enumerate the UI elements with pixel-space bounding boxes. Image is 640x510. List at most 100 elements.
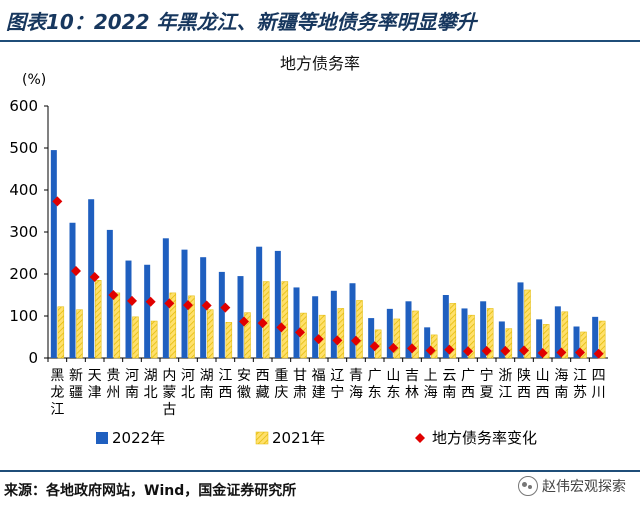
bar-2022 bbox=[349, 283, 356, 358]
legend-label-2021: 2021年 bbox=[272, 429, 325, 447]
bar-2022 bbox=[442, 295, 449, 358]
source-note: 来源：各地政府网站，Wind，国金证券研究所 bbox=[4, 483, 297, 499]
bar-2021 bbox=[244, 312, 251, 359]
bar-2021 bbox=[393, 318, 401, 359]
bar-2021 bbox=[337, 308, 345, 359]
y-tick-label: 0 bbox=[28, 349, 38, 367]
bar-2021 bbox=[113, 292, 121, 359]
bar-2022 bbox=[368, 318, 375, 358]
bar-2021 bbox=[505, 328, 513, 359]
y-axis-label: (%) bbox=[22, 72, 46, 88]
chart-title: 地方债务率 bbox=[279, 54, 360, 73]
bar-2022 bbox=[256, 246, 263, 358]
x-tick-label: 山 bbox=[386, 368, 400, 384]
y-tick-label: 300 bbox=[9, 223, 38, 241]
change-marker bbox=[108, 290, 119, 300]
x-tick-label: 辽 bbox=[330, 368, 344, 384]
x-tick-label: 湖 bbox=[200, 368, 214, 384]
change-marker bbox=[164, 298, 175, 309]
x-tick-label: 东 bbox=[368, 385, 382, 401]
x-tick-label: 江 bbox=[498, 385, 512, 401]
x-tick-label: 陕 bbox=[517, 368, 531, 384]
x-tick-label: 天 bbox=[88, 368, 102, 384]
legend-label-2022: 2022年 bbox=[112, 429, 165, 447]
bar-2022 bbox=[312, 296, 319, 358]
bar-2021 bbox=[430, 334, 438, 359]
y-tick-label: 100 bbox=[9, 307, 38, 325]
x-tick-label: 江 bbox=[573, 368, 587, 384]
bar-2021 bbox=[486, 308, 494, 359]
x-tick-label: 重 bbox=[274, 368, 288, 384]
bar-2022 bbox=[200, 257, 207, 358]
x-tick-label: 甘 bbox=[293, 368, 307, 384]
bar-2021 bbox=[598, 320, 606, 359]
x-tick-label: 江 bbox=[218, 368, 232, 384]
y-tick-label: 400 bbox=[9, 181, 38, 199]
bar-2022 bbox=[498, 321, 505, 358]
change-marker bbox=[332, 335, 343, 346]
x-tick-label: 庆 bbox=[274, 385, 288, 401]
change-marker bbox=[556, 347, 567, 358]
legend-swatch-2022 bbox=[96, 432, 108, 444]
change-marker bbox=[500, 345, 511, 356]
bar-2021 bbox=[94, 280, 102, 359]
x-tick-label: 川 bbox=[592, 385, 606, 401]
change-marker bbox=[425, 345, 436, 356]
x-tick-label: 吉 bbox=[405, 368, 419, 384]
x-tick-label: 云 bbox=[442, 368, 456, 384]
wechat-icon bbox=[518, 476, 538, 496]
bar-2022 bbox=[461, 308, 468, 358]
bar-2022 bbox=[386, 308, 393, 358]
x-tick-label: 西 bbox=[517, 385, 531, 401]
bar-2022 bbox=[274, 250, 281, 358]
bar-2022 bbox=[125, 260, 132, 358]
change-marker bbox=[593, 348, 604, 359]
x-tick-label: 肃 bbox=[293, 385, 307, 401]
y-tick-label: 600 bbox=[9, 97, 38, 115]
bar-2021 bbox=[580, 331, 587, 359]
x-tick-label: 四 bbox=[592, 368, 606, 384]
bar-2021 bbox=[225, 322, 233, 359]
x-tick-label: 山 bbox=[536, 368, 550, 384]
x-tick-label: 贵 bbox=[106, 368, 120, 384]
x-tick-label: 青 bbox=[349, 368, 363, 384]
x-tick-label: 州 bbox=[106, 385, 120, 401]
bar-2022 bbox=[69, 222, 76, 358]
x-tick-label: 新 bbox=[69, 368, 83, 384]
change-marker bbox=[463, 346, 473, 357]
x-tick-label: 南 bbox=[200, 385, 214, 401]
change-marker bbox=[220, 302, 231, 313]
x-tick-label: 广 bbox=[461, 368, 475, 384]
bar-2021 bbox=[356, 300, 363, 359]
x-tick-label: 藏 bbox=[256, 385, 270, 401]
x-tick-label: 夏 bbox=[480, 385, 494, 401]
change-marker bbox=[145, 296, 156, 307]
x-tick-label: 黑 bbox=[50, 368, 64, 384]
x-tick-label: 江 bbox=[50, 402, 64, 418]
watermark-text: 赵伟宏观探索 bbox=[542, 479, 626, 495]
bar-2022 bbox=[573, 326, 580, 358]
change-marker bbox=[313, 334, 324, 345]
x-tick-label: 安 bbox=[237, 368, 251, 384]
change-marker bbox=[369, 341, 380, 352]
x-tick-label: 蒙 bbox=[162, 385, 176, 401]
legend-label-change: 地方债务率变化 bbox=[432, 429, 537, 447]
change-marker bbox=[127, 295, 137, 306]
change-marker bbox=[257, 318, 268, 329]
bar-2022 bbox=[330, 290, 337, 358]
legend-swatch-change bbox=[415, 433, 425, 443]
x-tick-label: 北 bbox=[144, 385, 158, 401]
bar-2022 bbox=[218, 271, 225, 358]
x-tick-label: 西 bbox=[218, 385, 232, 401]
bar-2022 bbox=[162, 238, 169, 358]
x-tick-label: 南 bbox=[442, 385, 456, 401]
x-tick-label: 南 bbox=[125, 385, 139, 401]
y-tick-label: 500 bbox=[9, 139, 38, 157]
x-tick-label: 海 bbox=[349, 385, 363, 401]
x-tick-label: 龙 bbox=[50, 385, 64, 401]
change-marker bbox=[52, 196, 63, 207]
change-marker bbox=[71, 266, 81, 277]
bar-2021 bbox=[412, 310, 419, 359]
bar-2022 bbox=[237, 276, 244, 358]
bar-2021 bbox=[449, 303, 457, 359]
